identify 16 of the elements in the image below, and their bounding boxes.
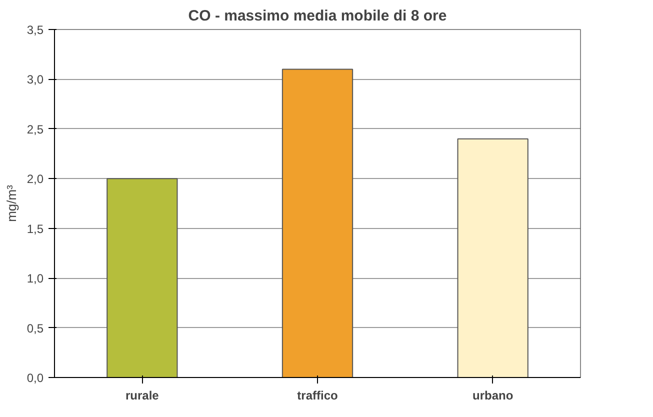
x-tick-label: traffico — [297, 388, 338, 402]
y-tick-label: 0,5 — [26, 321, 44, 336]
y-axis-title: mg/m³ — [4, 184, 19, 222]
bar — [457, 138, 528, 378]
bar — [106, 178, 178, 378]
y-tick-label: 1,0 — [26, 272, 44, 286]
bar — [282, 68, 354, 378]
y-tick-label: 3,5 — [26, 23, 44, 37]
x-tick-label: rurale — [125, 388, 160, 402]
y-tick-label: 2,5 — [26, 122, 44, 136]
x-tick-label: urbano — [472, 388, 514, 402]
chart-title: CO - massimo media mobile di 8 ore — [188, 8, 447, 24]
y-tick-label: 0,0 — [26, 371, 44, 385]
y-tick-label: 3,0 — [26, 72, 44, 87]
y-tick-label: 1,5 — [26, 222, 44, 236]
y-tick-label: 2,0 — [26, 172, 44, 186]
